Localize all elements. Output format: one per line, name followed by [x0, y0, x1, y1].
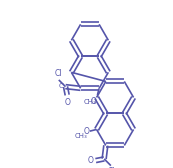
Text: CH₃: CH₃ — [84, 99, 96, 105]
Text: Cl: Cl — [54, 69, 62, 78]
Text: C: C — [59, 83, 64, 89]
Text: O: O — [64, 98, 70, 107]
Text: O: O — [84, 127, 89, 136]
Text: O: O — [91, 97, 97, 106]
Text: CH₃: CH₃ — [75, 133, 88, 139]
Text: O: O — [87, 156, 93, 165]
Text: Cl: Cl — [108, 167, 115, 168]
